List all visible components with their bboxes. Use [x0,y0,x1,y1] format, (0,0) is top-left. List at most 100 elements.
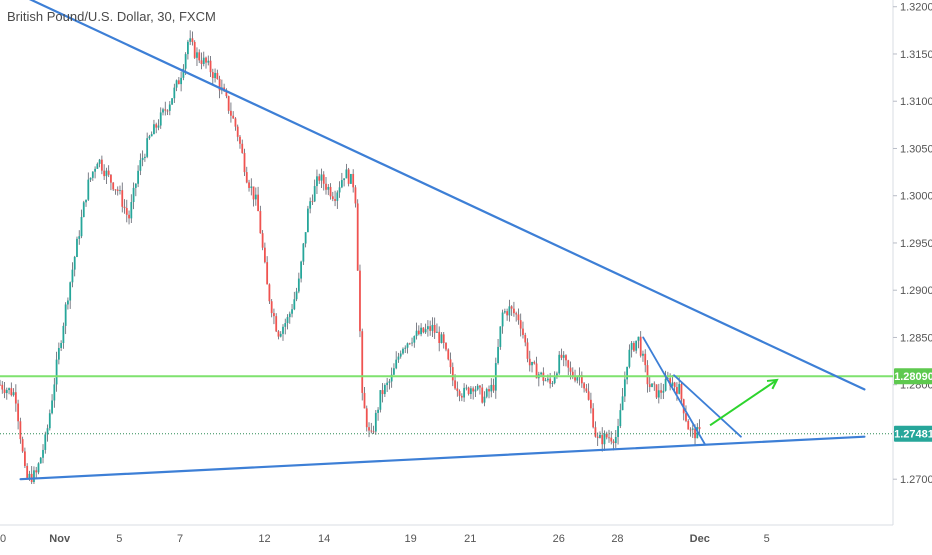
candle-body [261,233,264,248]
candle-body [429,326,432,331]
candle-body [560,354,563,358]
current-price-label: 1.27481 [894,429,932,441]
x-tick-label: Nov [49,533,71,545]
y-tick-label: 1.30000 [900,191,932,203]
candle-body [628,349,631,367]
y-tick-label: 1.31500 [900,49,932,61]
projection-arrow [709,379,778,427]
candle-body [91,171,94,178]
candle-body [501,312,504,327]
candle-body [76,238,78,257]
descending-trendline [28,0,866,391]
candle-body [94,168,96,172]
candle-body [345,169,348,179]
candle-body [569,367,572,372]
candle-body [454,380,456,389]
candle-body [257,194,259,212]
candle-body [585,388,588,392]
candle-body [476,385,479,390]
candle-body [340,180,343,188]
candle-body [565,355,567,361]
candle-body [614,436,617,444]
candle-body [533,361,536,364]
candle-body [673,382,676,388]
candle-body [508,306,511,316]
candle-body [55,359,58,385]
candle-body [460,395,463,398]
x-tick-label: 26 [553,533,565,545]
candle-body [449,359,452,368]
candle-body [431,324,434,331]
candle-body [497,346,499,364]
candle-body [626,366,629,380]
ascending-trendline [19,435,866,481]
candle-body [85,199,87,203]
candle-body [5,390,8,394]
candle-body [685,413,687,421]
candle-body [540,372,542,375]
candle-body [297,278,300,292]
candle-body [413,336,416,343]
candle-body [535,363,538,379]
y-tick-label: 1.32000 [900,2,932,14]
candle-body [60,342,63,348]
candle-body [211,72,214,79]
candle-body [531,361,533,366]
candle-body [574,377,576,381]
candle-body [69,282,72,301]
candle-body [295,291,298,300]
candle-body [243,152,246,173]
candle-body [263,247,266,263]
candle-body [660,390,662,393]
candle-body [130,202,133,219]
candle-body [347,169,350,184]
candle-body [451,367,454,381]
projection-arrow-head [766,378,779,390]
candle-body [44,434,47,450]
candle-body [379,390,382,410]
candle-body [216,72,219,79]
candle-body [148,136,151,139]
candle-body [48,413,51,429]
candle-body [617,426,619,437]
candle-body [182,68,185,78]
candle-body [589,399,592,409]
candle-body [26,465,29,478]
candle-body [10,388,13,396]
candle-body [556,373,558,377]
candle-body [490,384,493,392]
candle-body [546,378,549,381]
candle-body [119,190,121,191]
candle-body [241,143,244,153]
candle-body [397,356,400,360]
candle-body [390,374,393,382]
candle-body [549,378,552,384]
current-price-label-bg [894,425,932,442]
candle-body [458,391,461,396]
candle-body [184,54,187,69]
candle-body [499,326,502,347]
candle-body [465,387,468,389]
candle-body [368,427,370,431]
candle-body [343,178,346,181]
candle-body [662,390,665,393]
candle-body [42,449,44,458]
short-trendline [642,336,706,446]
candle-body [270,301,273,314]
candle-body [12,392,15,396]
candle-body [239,136,241,144]
candle-body [67,300,69,305]
candle-body [218,78,221,91]
candle-body [651,383,653,387]
candle-body [64,304,67,326]
candle-body [21,439,24,452]
candle-body [447,349,450,360]
candle-body [82,202,85,218]
candle-body [123,206,126,209]
candle-body [141,157,144,161]
x-tick-label: Dec [690,533,710,545]
candle-body [399,353,402,357]
candle-body [365,408,368,428]
candle-body [583,383,585,389]
